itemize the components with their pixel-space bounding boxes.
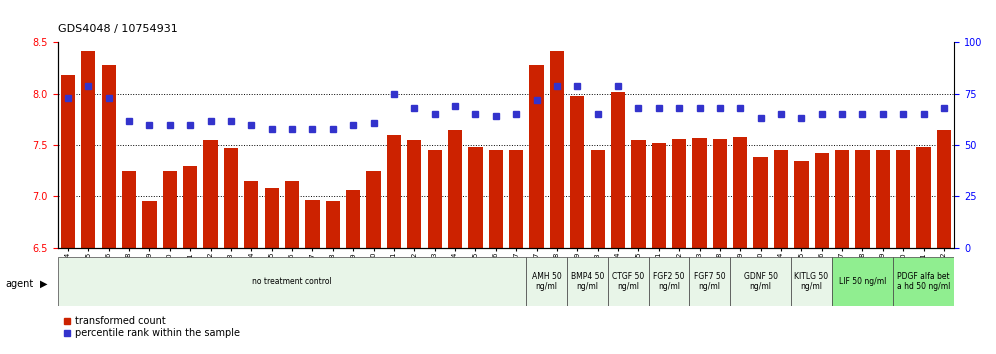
- Bar: [203, 140, 218, 248]
- Bar: [689, 257, 730, 306]
- Bar: [306, 200, 320, 248]
- Text: BMP4 50
ng/ml: BMP4 50 ng/ml: [571, 272, 605, 291]
- Bar: [407, 140, 421, 248]
- Bar: [61, 75, 75, 248]
- Bar: [875, 150, 890, 248]
- Text: FGF2 50
ng/ml: FGF2 50 ng/ml: [653, 272, 684, 291]
- Bar: [835, 150, 850, 248]
- Bar: [648, 257, 689, 306]
- Text: PDGF alfa bet
a hd 50 ng/ml: PDGF alfa bet a hd 50 ng/ml: [897, 272, 950, 291]
- Text: CTGF 50
ng/ml: CTGF 50 ng/ml: [613, 272, 644, 291]
- Bar: [265, 188, 279, 248]
- Bar: [713, 139, 727, 248]
- Bar: [916, 147, 930, 248]
- Bar: [367, 171, 380, 248]
- Bar: [774, 150, 788, 248]
- Text: LIF 50 ng/ml: LIF 50 ng/ml: [839, 277, 886, 286]
- Bar: [224, 148, 238, 248]
- Bar: [856, 150, 870, 248]
- Bar: [896, 150, 910, 248]
- Bar: [326, 201, 340, 248]
- Bar: [791, 257, 832, 306]
- Bar: [672, 139, 686, 248]
- Bar: [550, 51, 564, 248]
- Bar: [591, 150, 605, 248]
- Text: FGF7 50
ng/ml: FGF7 50 ng/ml: [694, 272, 725, 291]
- Bar: [893, 257, 954, 306]
- Bar: [631, 140, 645, 248]
- Bar: [285, 181, 299, 248]
- Bar: [570, 96, 585, 248]
- Bar: [346, 190, 361, 248]
- Bar: [526, 257, 567, 306]
- Bar: [386, 135, 401, 248]
- Bar: [794, 161, 809, 248]
- Bar: [937, 130, 951, 248]
- Text: KITLG 50
ng/ml: KITLG 50 ng/ml: [795, 272, 829, 291]
- Bar: [468, 147, 482, 248]
- Text: GDNF 50
ng/ml: GDNF 50 ng/ml: [744, 272, 778, 291]
- Bar: [489, 150, 503, 248]
- Bar: [427, 150, 442, 248]
- Bar: [122, 171, 136, 248]
- Bar: [448, 130, 462, 248]
- Bar: [815, 153, 829, 248]
- Bar: [730, 257, 791, 306]
- Bar: [733, 137, 747, 248]
- Bar: [608, 257, 648, 306]
- Text: ▶: ▶: [40, 279, 48, 289]
- Text: AMH 50
ng/ml: AMH 50 ng/ml: [532, 272, 562, 291]
- Bar: [611, 92, 625, 248]
- Bar: [58, 257, 526, 306]
- Bar: [509, 150, 523, 248]
- Bar: [530, 65, 544, 248]
- Text: agent: agent: [5, 279, 33, 289]
- Bar: [567, 257, 608, 306]
- Bar: [832, 257, 893, 306]
- Bar: [102, 65, 116, 248]
- Text: no treatment control: no treatment control: [252, 277, 332, 286]
- Bar: [244, 181, 258, 248]
- Bar: [82, 51, 96, 248]
- Legend: transformed count, percentile rank within the sample: transformed count, percentile rank withi…: [63, 316, 240, 338]
- Bar: [692, 138, 706, 248]
- Bar: [651, 143, 666, 248]
- Bar: [183, 166, 197, 248]
- Bar: [754, 158, 768, 248]
- Text: GDS4048 / 10754931: GDS4048 / 10754931: [58, 24, 177, 34]
- Bar: [162, 171, 177, 248]
- Bar: [142, 201, 156, 248]
